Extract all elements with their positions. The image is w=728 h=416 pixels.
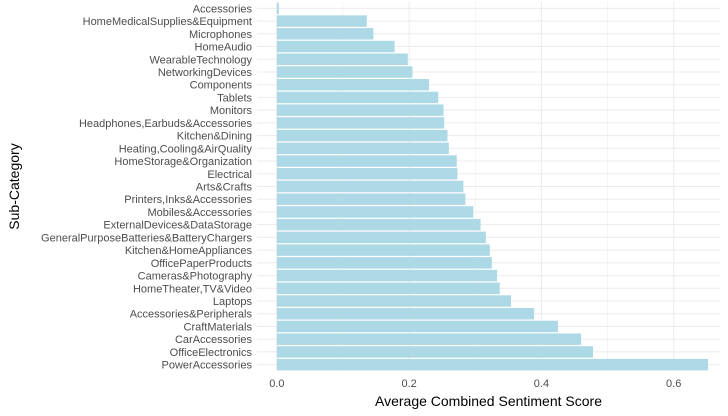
x-tick-label: 0.2 bbox=[401, 378, 416, 390]
y-tick-label: HomeMedicalSupplies&Equipment bbox=[83, 16, 252, 28]
bar bbox=[276, 206, 474, 218]
bar bbox=[276, 129, 448, 142]
y-tick-label: CarAccessories bbox=[175, 334, 253, 346]
y-tick-label: NetworkingDevices bbox=[158, 67, 253, 79]
y-tick-label: Electrical bbox=[207, 169, 252, 181]
x-tick-label: 0.4 bbox=[534, 378, 549, 390]
y-tick-label: Printers,Inks&Accessories bbox=[124, 194, 252, 206]
bar bbox=[276, 168, 458, 180]
y-tick-label: Tablets bbox=[217, 92, 252, 104]
bar bbox=[276, 91, 439, 104]
y-axis-tick-labels: AccessoriesHomeMedicalSupplies&Equipment… bbox=[41, 3, 252, 371]
y-tick-label: Accessories&Peripherals bbox=[130, 309, 253, 321]
y-tick-label: OfficeElectronics bbox=[170, 347, 253, 359]
bar bbox=[276, 117, 445, 129]
bar bbox=[276, 193, 466, 205]
y-tick-label: WearableTechnology bbox=[149, 54, 252, 66]
y-axis-title: Sub-Category bbox=[6, 143, 22, 229]
y-tick-label: Kitchen&HomeAppliances bbox=[125, 245, 253, 257]
bar bbox=[276, 269, 498, 282]
y-tick-label: Mobiles&Accessories bbox=[147, 207, 252, 219]
bar bbox=[276, 358, 709, 371]
x-tick-label: 0.0 bbox=[269, 378, 284, 390]
y-tick-label: Kitchen&Dining bbox=[177, 131, 252, 143]
x-axis-tick-labels: 0.0 0.2 0.4 0.6 bbox=[269, 378, 681, 390]
bar bbox=[276, 308, 535, 320]
bar bbox=[276, 333, 582, 345]
y-tick-label: PowerAccessories bbox=[162, 360, 253, 372]
x-tick-label: 0.6 bbox=[666, 378, 681, 390]
y-tick-label: Cameras&Photography bbox=[138, 271, 253, 283]
bar bbox=[276, 142, 449, 155]
y-tick-label: Monitors bbox=[210, 105, 253, 117]
y-tick-label: Microphones bbox=[189, 29, 252, 41]
bar bbox=[276, 218, 481, 231]
y-tick-label: Arts&Crafts bbox=[196, 182, 253, 194]
y-tick-label: GeneralPurposeBatteries&BatteryChargers bbox=[41, 232, 252, 244]
bar bbox=[276, 104, 444, 116]
y-tick-label: HomeStorage&Organization bbox=[114, 156, 252, 168]
bar bbox=[276, 2, 279, 15]
bars bbox=[276, 2, 709, 371]
bar bbox=[276, 231, 486, 244]
bar bbox=[276, 295, 511, 307]
bar bbox=[276, 346, 594, 358]
y-tick-label: HomeTheater,TV&Video bbox=[133, 283, 252, 295]
bar bbox=[276, 257, 492, 269]
y-tick-label: Headphones,Earbuds&Accessories bbox=[79, 118, 253, 130]
y-tick-label: CraftMaterials bbox=[184, 321, 253, 333]
bar bbox=[276, 244, 490, 256]
bar bbox=[276, 320, 558, 333]
bar bbox=[276, 15, 367, 27]
bar bbox=[276, 155, 457, 167]
bar bbox=[276, 40, 395, 53]
bar bbox=[276, 28, 374, 40]
x-axis-title: Average Combined Sentiment Score bbox=[375, 393, 602, 409]
bar bbox=[276, 53, 408, 65]
bar bbox=[276, 180, 464, 193]
y-tick-label: ExternalDevices&DataStorage bbox=[103, 220, 252, 232]
y-tick-label: OfficePaperProducts bbox=[151, 258, 253, 270]
y-tick-label: HomeAudio bbox=[195, 42, 252, 54]
y-tick-label: Components bbox=[190, 80, 253, 92]
bar bbox=[276, 66, 413, 78]
bar bbox=[276, 282, 500, 295]
y-tick-label: Accessories bbox=[193, 3, 253, 15]
bar bbox=[276, 78, 429, 91]
y-tick-label: Laptops bbox=[213, 296, 253, 308]
y-tick-label: Heating,Cooling&AirQuality bbox=[119, 143, 253, 155]
